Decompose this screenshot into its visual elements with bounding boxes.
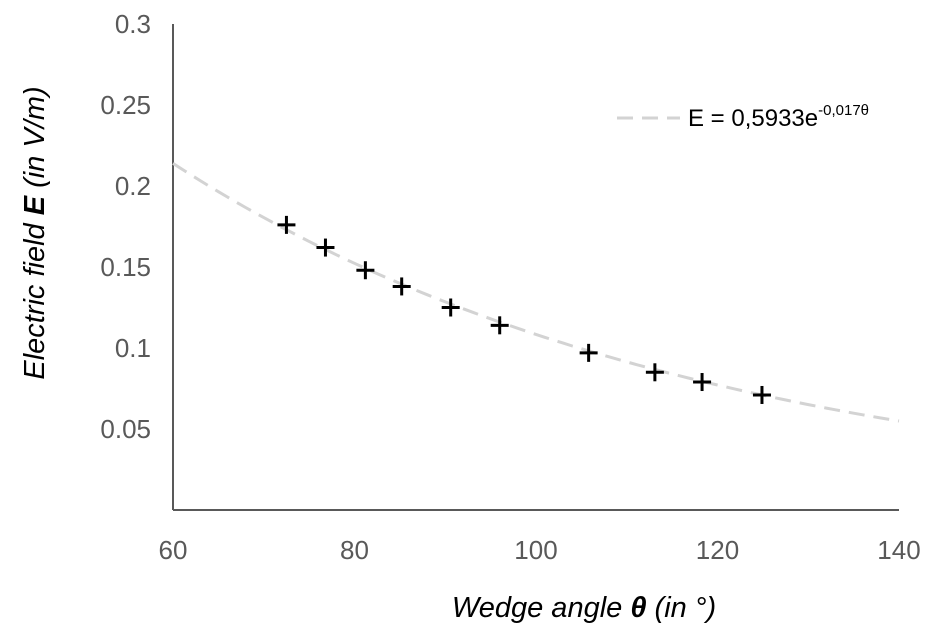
x-tick-label: 100 (514, 535, 557, 565)
data-point (490, 316, 509, 335)
x-tick-label: 80 (340, 535, 369, 565)
x-axis-title: Wedge angle θ (in °) (452, 592, 716, 624)
y-axis-title-unit: (in V/m) (19, 86, 51, 196)
data-point (645, 363, 664, 382)
legend: E = 0,5933e-0,017θ (617, 102, 869, 132)
x-tick-label: 120 (696, 535, 739, 565)
y-tick-label: 0.1 (115, 333, 151, 363)
x-axis-title-part: Wedge angle (452, 592, 630, 624)
data-point (693, 373, 712, 392)
y-tick-label: 0.3 (115, 9, 151, 39)
data-point (579, 343, 598, 362)
y-axis-title-part: Electric field (19, 215, 51, 379)
x-axis-title-symbol: θ (630, 592, 646, 624)
y-tick-labels: 0.05 0.1 0.15 0.2 0.25 0.3 (100, 9, 151, 444)
x-axis-title-unit: (in °) (647, 592, 717, 624)
trendline (172, 162, 900, 423)
y-axis-title-symbol: E (19, 194, 51, 215)
data-point (356, 261, 375, 280)
x-tick-label: 140 (877, 535, 920, 565)
data-point (392, 277, 411, 296)
legend-label: E = 0,5933e-0,017θ (688, 102, 869, 132)
legend-label-exponent: -0,017θ (818, 102, 869, 119)
data-points (277, 215, 771, 404)
y-tick-label: 0.05 (100, 414, 151, 444)
legend-label-base: E = 0,5933e (688, 105, 818, 132)
y-tick-label: 0.15 (100, 252, 151, 282)
x-tick-label: 60 (159, 535, 188, 565)
y-tick-label: 0.2 (115, 171, 151, 201)
data-point (441, 298, 460, 317)
data-point (316, 238, 335, 257)
y-axis-title: Electric field E (in V/m) (19, 86, 51, 379)
data-point (277, 215, 296, 234)
x-tick-labels: 60 80 100 120 140 (159, 535, 921, 565)
data-point (752, 385, 771, 404)
y-tick-label: 0.25 (100, 90, 151, 120)
